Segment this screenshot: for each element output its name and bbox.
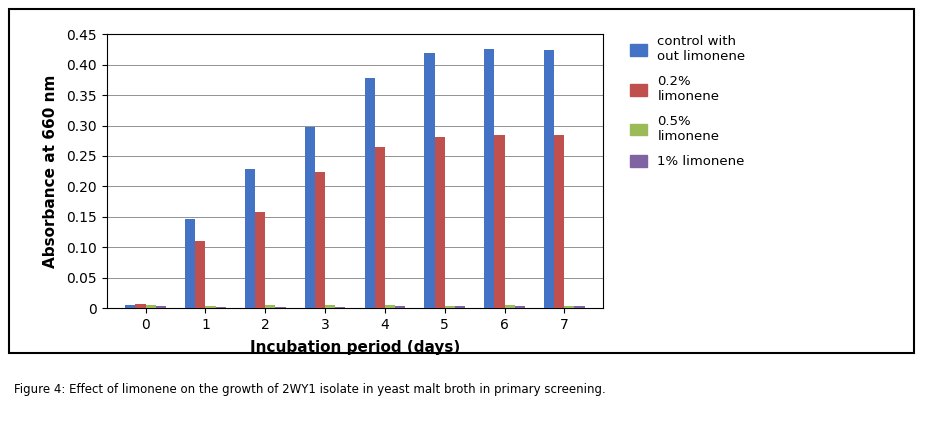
Bar: [135, 304, 146, 308]
FancyBboxPatch shape: [9, 9, 913, 353]
Bar: [304, 127, 314, 308]
Bar: [434, 137, 444, 308]
Bar: [335, 307, 345, 308]
Bar: [484, 50, 494, 308]
Bar: [324, 305, 335, 308]
Bar: [314, 172, 324, 308]
Bar: [494, 135, 504, 308]
Bar: [125, 305, 135, 308]
Bar: [564, 306, 574, 308]
Bar: [514, 306, 525, 308]
Bar: [375, 147, 385, 308]
Bar: [543, 50, 553, 308]
Bar: [146, 305, 156, 308]
Bar: [205, 306, 215, 308]
Bar: [444, 306, 454, 308]
Bar: [574, 306, 584, 308]
X-axis label: Incubation period (days): Incubation period (days): [249, 340, 460, 355]
Bar: [385, 305, 395, 308]
Bar: [255, 212, 265, 308]
Y-axis label: Absorbance at 660 nm: Absorbance at 660 nm: [43, 74, 57, 268]
Bar: [275, 307, 286, 308]
Bar: [454, 306, 464, 308]
Bar: [265, 305, 275, 308]
Text: Figure 4: Effect of limonene on the growth of 2WY1 isolate in yeast malt broth i: Figure 4: Effect of limonene on the grow…: [14, 383, 605, 396]
Bar: [184, 219, 195, 308]
Bar: [156, 306, 166, 308]
Bar: [395, 306, 405, 308]
Bar: [424, 53, 434, 308]
Bar: [195, 241, 205, 308]
Bar: [553, 135, 564, 308]
Bar: [504, 305, 514, 308]
Legend: control with
out limonene, 0.2%
limonene, 0.5%
limonene, 1% limonene: control with out limonene, 0.2% limonene…: [622, 29, 751, 175]
Bar: [215, 307, 225, 308]
Bar: [364, 78, 375, 308]
Bar: [245, 169, 255, 308]
